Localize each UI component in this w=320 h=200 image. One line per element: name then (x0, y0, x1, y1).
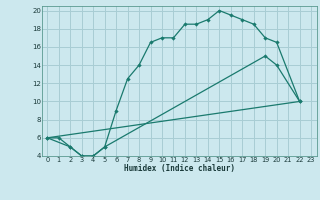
X-axis label: Humidex (Indice chaleur): Humidex (Indice chaleur) (124, 164, 235, 173)
